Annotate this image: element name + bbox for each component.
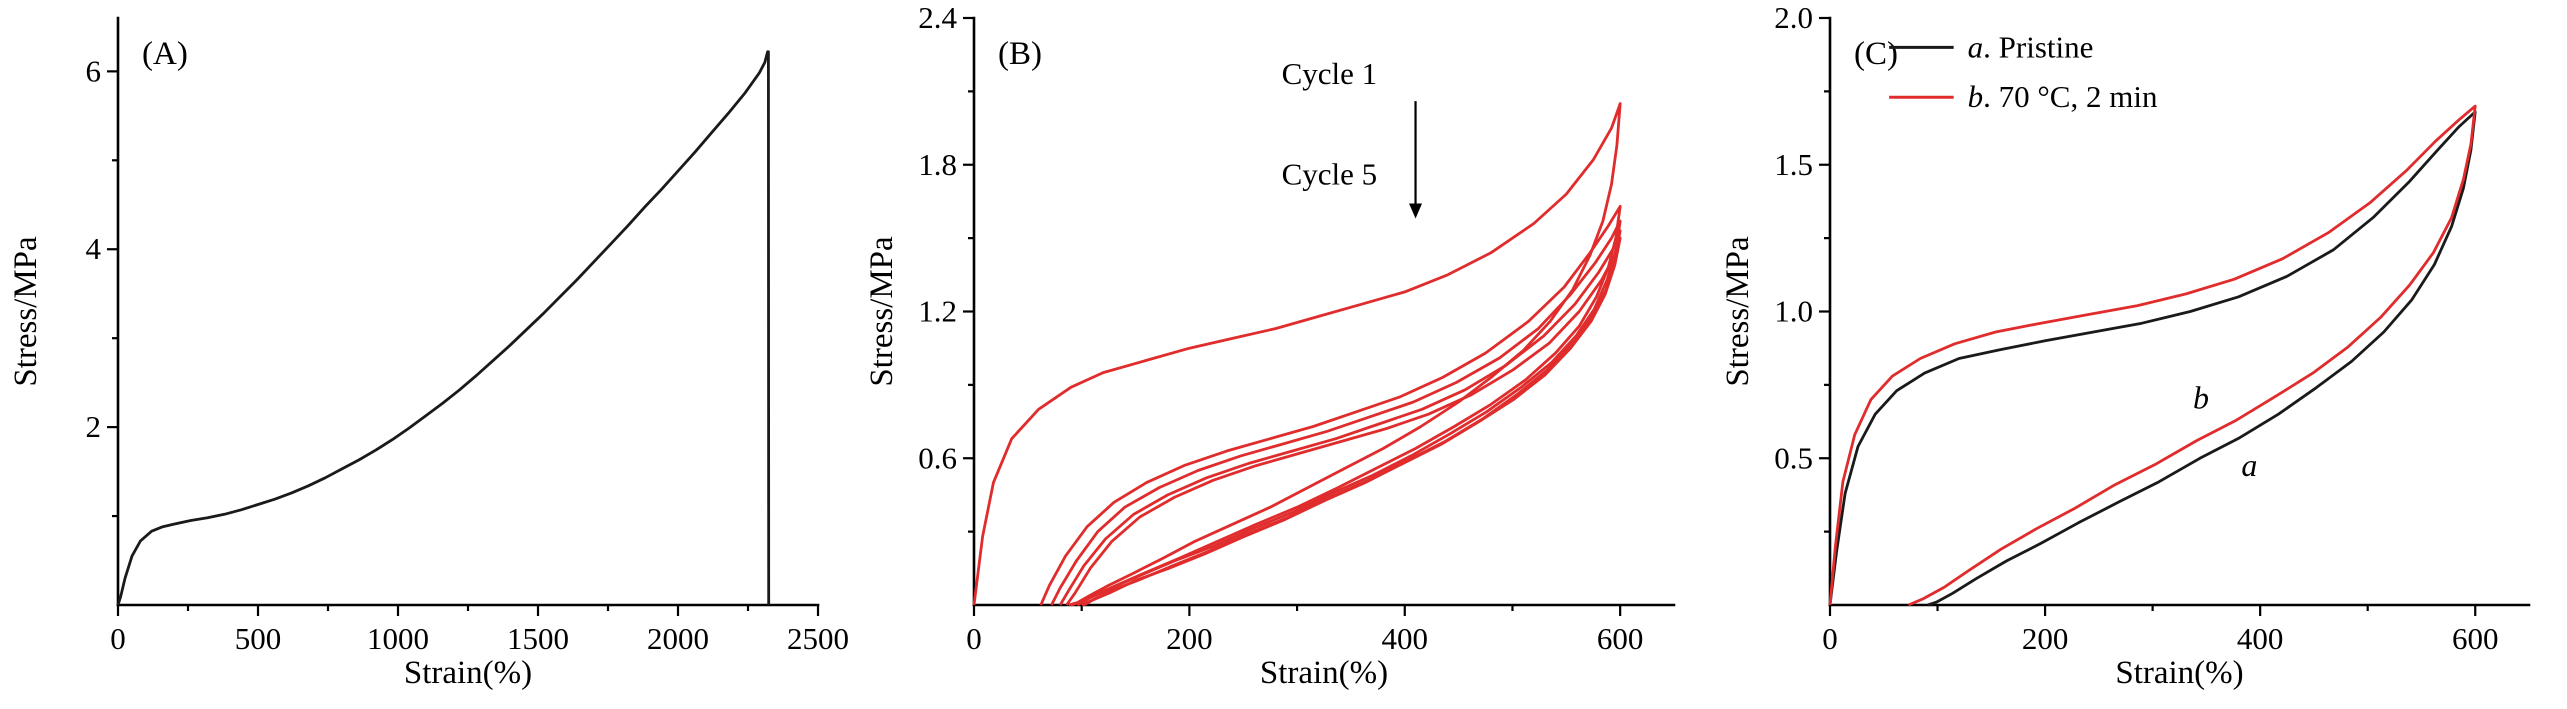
panel-letter: (B) [998,36,1042,72]
panel-letter: (A) [142,36,188,72]
legend-label-1: b. 70 °C, 2 min [1968,79,2158,114]
curve-b-label: b [2193,379,2209,415]
panel-c-chart: 0 200 400 600 0.5 1.0 1.5 2.0 Strain(%) Stress/MP… [1720,0,2531,691]
y-tick-label: 2 [86,409,102,444]
x-tick-label: 400 [1382,621,1429,656]
y-tick-label: 0.6 [918,440,957,475]
x-tick-label: 1500 [507,621,569,656]
x-tick-label: 200 [2022,621,2069,656]
y-tick-label: 1.2 [918,294,957,329]
x-tick-label: 0 [1822,621,1838,656]
cycle-5-label: Cycle 5 [1282,156,1378,191]
panel-b: 0 200 400 600 0.6 1.2 1.8 2.4 Strain(%) Stress/MP… [856,0,1712,709]
arrow-head [1409,203,1423,219]
x-tick-label: 200 [1166,621,1213,656]
cycle-direction-arrow [1409,101,1423,219]
x-tick-label: 2000 [647,621,709,656]
tick-marks [963,16,1622,616]
tick-labels: 0 500 1000 1500 2000 2500 2 4 6 [86,53,850,656]
y-tick-label: 1.5 [1774,147,1813,182]
x-tick-label: 600 [2452,621,2499,656]
series-cycle-3 [1050,219,1622,607]
tick-marks [107,70,820,616]
axes [116,16,820,607]
cycle-1-label: Cycle 1 [1282,56,1378,91]
y-tick-label: 2.4 [918,0,957,35]
y-tick-label: 4 [86,231,102,266]
panel-a-chart: 0 500 1000 1500 2000 2500 2 4 6 Strain(%) Stress/M… [8,16,850,691]
curve-a-label: a [2241,447,2257,483]
panel-a: 0 500 1000 1500 2000 2500 2 4 6 Strain(%) Stress/M… [0,0,856,709]
axes [1828,16,2531,607]
panel-b-chart: 0 200 400 600 0.6 1.2 1.8 2.4 Strain(%) Stress/MP… [864,0,1676,691]
y-tick-label: 1.8 [918,147,957,182]
y-axis-label: Stress/MPa [8,236,44,387]
y-tick-label: 6 [86,53,102,88]
y-tick-label: 2.0 [1774,0,1813,35]
tick-labels: 0 200 400 600 0.6 1.2 1.8 2.4 [918,0,1643,656]
series-stress-strain [116,50,771,606]
x-tick-label: 600 [1597,621,1644,656]
x-tick-label: 2500 [787,621,849,656]
y-axis-label: Stress/MPa [1720,236,1756,387]
y-tick-label: 0.5 [1774,440,1813,475]
legend: a. Pristine b. 70 °C, 2 min [1889,29,2158,114]
series-cycle-1 [972,102,1622,607]
x-axis-label: Strain(%) [404,655,532,691]
x-axis-label: Strain(%) [1260,655,1388,691]
x-tick-label: 500 [235,621,282,656]
panel-letter: (C) [1854,36,1898,72]
x-tick-label: 0 [110,621,126,656]
series-b-70c-2min [1828,104,2477,607]
y-tick-label: 1.0 [1774,294,1813,329]
x-tick-label: 1000 [367,621,429,656]
legend-label-0: a. Pristine [1968,29,2094,64]
tick-labels: 0 200 400 600 0.5 1.0 1.5 2.0 [1774,0,2498,656]
series-cycle-2 [1039,204,1622,607]
panel-c: 0 200 400 600 0.5 1.0 1.5 2.0 Strain(%) Stress/MP… [1712,0,2567,709]
x-axis-label: Strain(%) [2115,655,2243,691]
y-axis-label: Stress/MPa [864,236,900,387]
series-cycle-5 [1065,236,1622,607]
series-a-pristine [1828,110,2477,607]
x-tick-label: 0 [966,621,982,656]
x-tick-label: 400 [2237,621,2284,656]
tick-marks [1819,16,2477,616]
